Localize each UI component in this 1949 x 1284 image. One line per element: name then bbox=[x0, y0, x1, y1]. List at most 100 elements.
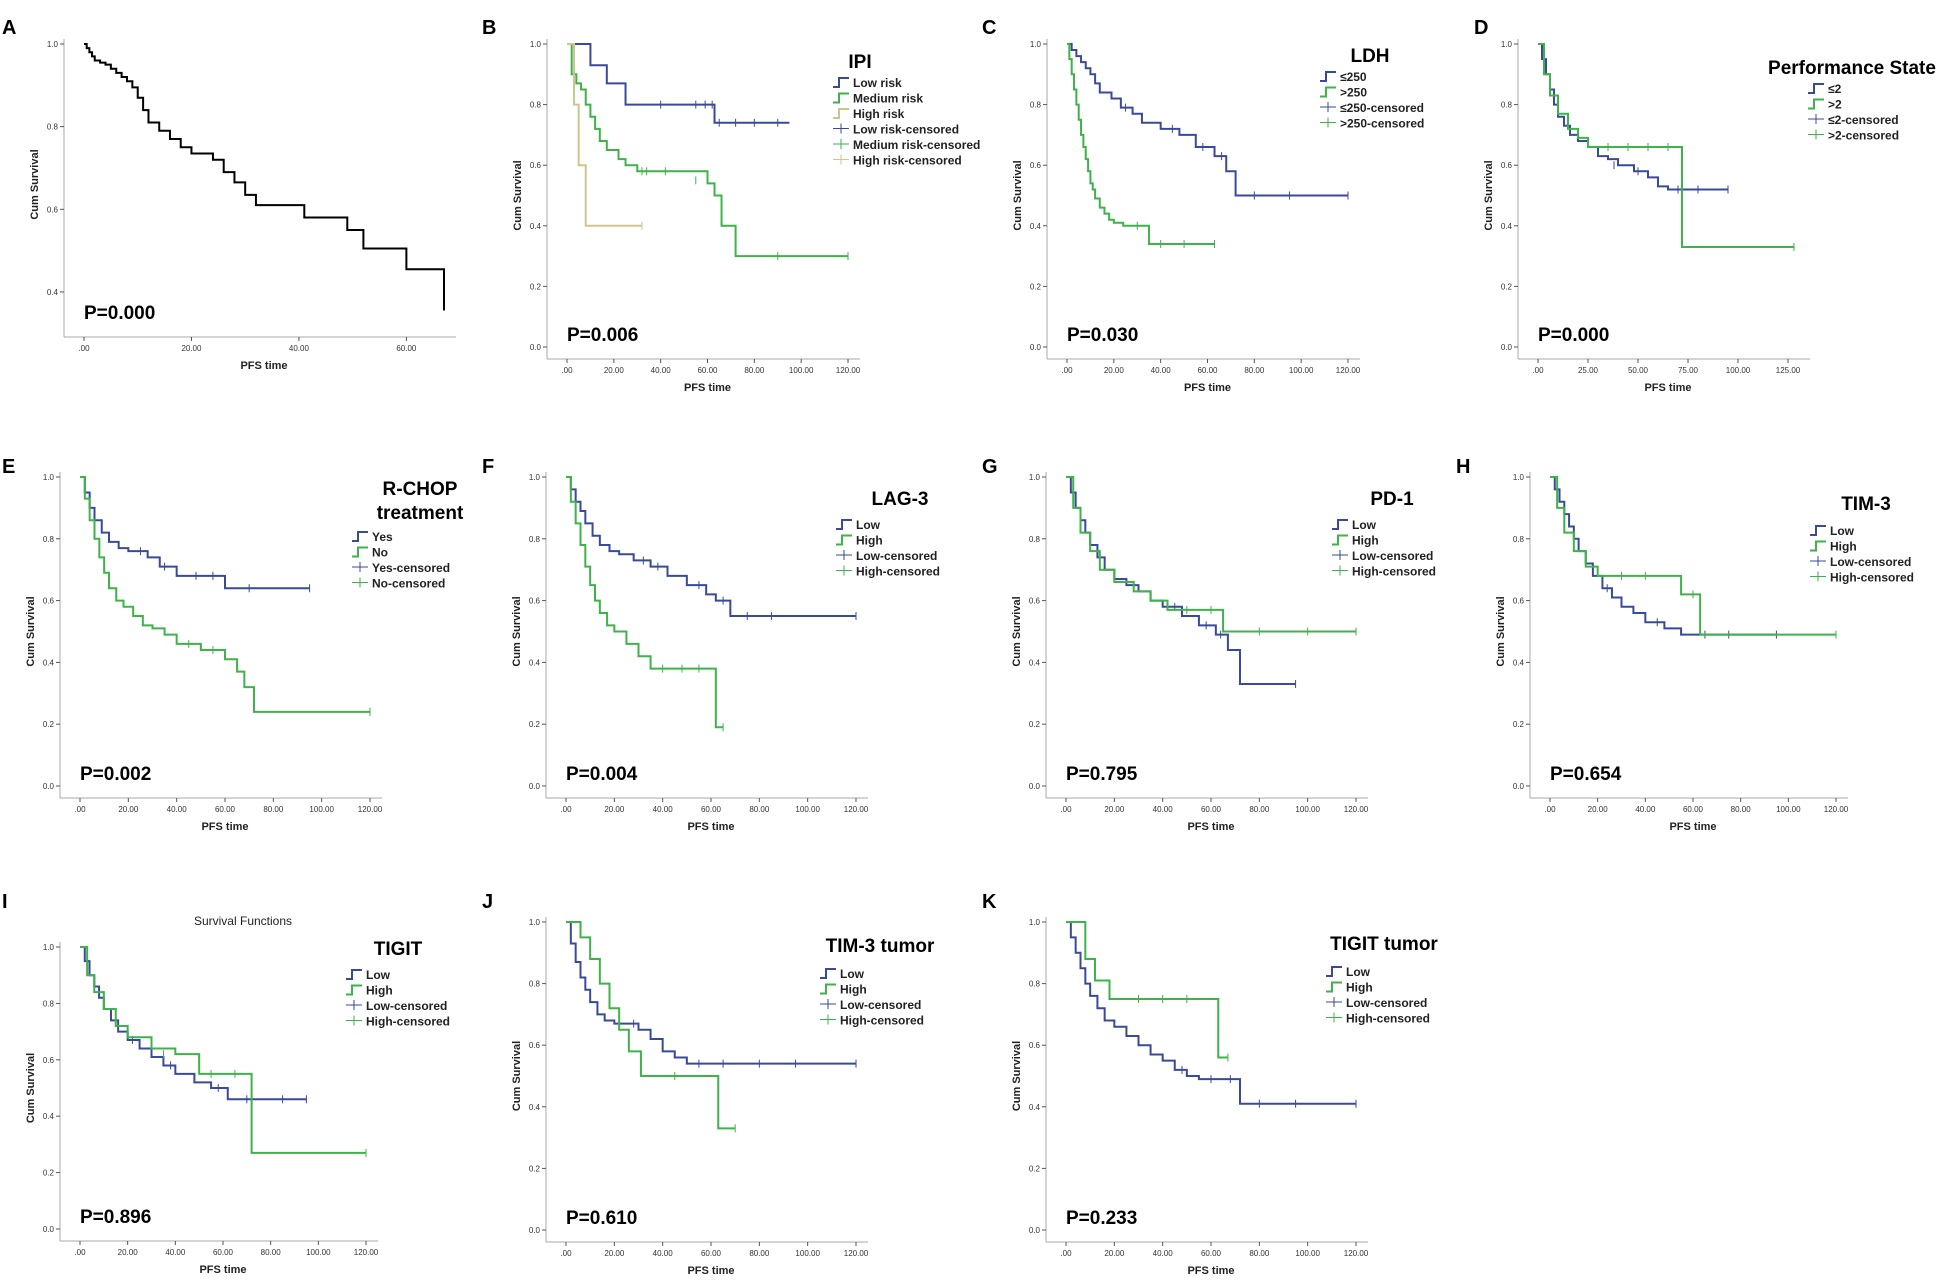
x-tick-label: 120.00 bbox=[844, 805, 869, 814]
x-tick-label: 20.00 bbox=[604, 366, 625, 375]
y-tick-label: 0.2 bbox=[1513, 720, 1525, 729]
chart-title: TIGIT tumor bbox=[1330, 934, 1438, 955]
legend-line-symbol bbox=[833, 108, 849, 119]
panel-h: H 0.0 0.2 0.4 0.6 0.8 1.0 .00 20.00 40.00 60.00 80.… bbox=[1456, 456, 1914, 833]
y-axis-label: Cum Survival bbox=[1495, 596, 1507, 666]
x-tick-label: .00 bbox=[1532, 366, 1544, 375]
legend-item: Low bbox=[346, 968, 391, 982]
legend-item: Yes bbox=[352, 530, 393, 544]
y-tick-label: 0.4 bbox=[529, 658, 541, 667]
x-tick-label: 40.00 bbox=[167, 805, 188, 814]
x-tick-label: 120.00 bbox=[354, 1248, 379, 1257]
x-tick-label: 100.00 bbox=[1289, 366, 1314, 375]
chart-title: PD-1 bbox=[1370, 489, 1414, 510]
legend-label: Low-censored bbox=[1830, 555, 1911, 569]
legend-item: High bbox=[1332, 534, 1379, 548]
x-tick-label: 40.00 bbox=[1153, 805, 1174, 814]
legend-item: High risk-censored bbox=[833, 154, 962, 168]
y-tick-label: 0.8 bbox=[529, 535, 541, 544]
y-tick-label: 1.0 bbox=[1030, 40, 1042, 49]
p-value: P=0.000 bbox=[1538, 325, 1609, 346]
legend-item: Medium risk bbox=[833, 92, 923, 106]
y-tick-label: 0.0 bbox=[1513, 782, 1525, 791]
y-tick-label: 0.8 bbox=[529, 980, 541, 989]
panel-letter: A bbox=[2, 17, 16, 39]
y-tick-label: 0.6 bbox=[1030, 161, 1042, 170]
chart-title: TIM-3 bbox=[1841, 494, 1891, 515]
survival-curve bbox=[1067, 43, 1215, 245]
legend-line-symbol bbox=[836, 534, 852, 546]
panel-i: I 0.0 0.2 0.4 0.6 0.8 1.0 .00 20.00 40.00 60.00 80.… bbox=[2, 891, 450, 1276]
x-tick-label: 60.00 bbox=[1197, 366, 1218, 375]
y-tick-label: 1.0 bbox=[47, 40, 59, 49]
x-tick-label: 80.00 bbox=[1244, 366, 1265, 375]
y-tick-label: 0.8 bbox=[47, 123, 59, 132]
y-tick-label: 0.6 bbox=[1029, 1041, 1041, 1050]
x-tick-label: 100.00 bbox=[789, 366, 814, 375]
x-tick-label: 40.00 bbox=[653, 805, 674, 814]
legend-label: Low-censored bbox=[856, 549, 937, 563]
panel-c: C 0.0 0.2 0.4 0.6 0.8 1.0 .00 20.00 40.00 60.00 80.… bbox=[982, 17, 1424, 394]
x-tick-label: 40.00 bbox=[289, 344, 310, 353]
p-value: P=0.006 bbox=[567, 325, 638, 346]
x-tick-label: 60.00 bbox=[1201, 1249, 1222, 1258]
y-tick-label: 0.8 bbox=[1501, 101, 1513, 110]
chart-title: Performance State bbox=[1768, 58, 1936, 79]
legend-item: High bbox=[820, 983, 867, 997]
legend-item: Low-censored bbox=[820, 998, 921, 1012]
legend-line-symbol bbox=[1332, 519, 1348, 530]
legend-line-symbol bbox=[1320, 86, 1336, 98]
y-tick-label: 0.0 bbox=[43, 782, 55, 791]
y-tick-label: 0.2 bbox=[529, 720, 541, 729]
y-tick-label: 0.8 bbox=[1030, 101, 1042, 110]
p-value: P=0.795 bbox=[1066, 764, 1138, 785]
y-tick-label: 0.0 bbox=[1501, 343, 1513, 352]
legend-item: Low bbox=[836, 518, 881, 532]
legend-label: High risk-censored bbox=[853, 154, 962, 168]
x-tick-label: 80.00 bbox=[263, 805, 284, 814]
y-tick-label: 0.2 bbox=[1029, 720, 1041, 729]
y-axis-label: Cum Survival bbox=[25, 1053, 37, 1123]
survival-curve bbox=[1066, 921, 1228, 1059]
x-tick-label: 80.00 bbox=[1731, 805, 1752, 814]
survival-curve bbox=[80, 476, 310, 590]
legend-item: Low-censored bbox=[1810, 555, 1911, 569]
legend-item: ≤250-censored bbox=[1320, 101, 1424, 115]
y-tick-label: 1.0 bbox=[1501, 40, 1513, 49]
legend-item: >2-censored bbox=[1808, 129, 1899, 143]
y-tick-label: 0.2 bbox=[1030, 282, 1042, 291]
legend-item: Low-censored bbox=[1332, 549, 1433, 563]
y-tick-label: 0.6 bbox=[529, 1041, 541, 1050]
x-tick-label: 60.00 bbox=[1201, 805, 1222, 814]
x-tick-label: 40.00 bbox=[165, 1248, 186, 1257]
x-tick-label: 100.00 bbox=[1295, 805, 1320, 814]
x-axis-label: PFS time bbox=[1644, 382, 1691, 394]
y-axis-label: Cum Survival bbox=[25, 596, 37, 666]
y-axis-label: Cum Survival bbox=[29, 149, 41, 219]
x-axis-label: PFS time bbox=[687, 821, 734, 833]
x-axis-label: PFS time bbox=[199, 1264, 246, 1276]
legend-item: ≤2 bbox=[1808, 82, 1842, 96]
x-tick-label: .00 bbox=[1060, 1249, 1072, 1258]
panel-letter: K bbox=[982, 891, 997, 913]
x-tick-label: 80.00 bbox=[749, 1249, 770, 1258]
x-tick-label: 80.00 bbox=[261, 1248, 282, 1257]
legend-item: High-censored bbox=[1326, 1012, 1430, 1026]
chart-title: LAG-3 bbox=[872, 489, 929, 510]
y-tick-label: 1.0 bbox=[530, 40, 542, 49]
x-tick-label: .00 bbox=[560, 805, 572, 814]
legend-item: High bbox=[1810, 540, 1857, 554]
legend-item: High-censored bbox=[836, 565, 940, 579]
legend-item: Low-censored bbox=[836, 549, 937, 563]
x-tick-label: 20.00 bbox=[118, 1248, 139, 1257]
legend-label: High-censored bbox=[1346, 1012, 1430, 1026]
survival-curve bbox=[1550, 476, 1836, 636]
legend-label: >2-censored bbox=[1828, 129, 1899, 143]
legend-item: ≤250 bbox=[1320, 70, 1367, 84]
panel-g: G 0.0 0.2 0.4 0.6 0.8 1.0 .00 20.00 40.00 60.00 80.… bbox=[982, 456, 1436, 833]
y-tick-label: 0.6 bbox=[529, 597, 541, 606]
legend-label: High bbox=[856, 534, 883, 548]
y-tick-label: 0.2 bbox=[530, 282, 542, 291]
legend-line-symbol bbox=[820, 983, 836, 995]
legend-label: No-censored bbox=[372, 577, 445, 591]
